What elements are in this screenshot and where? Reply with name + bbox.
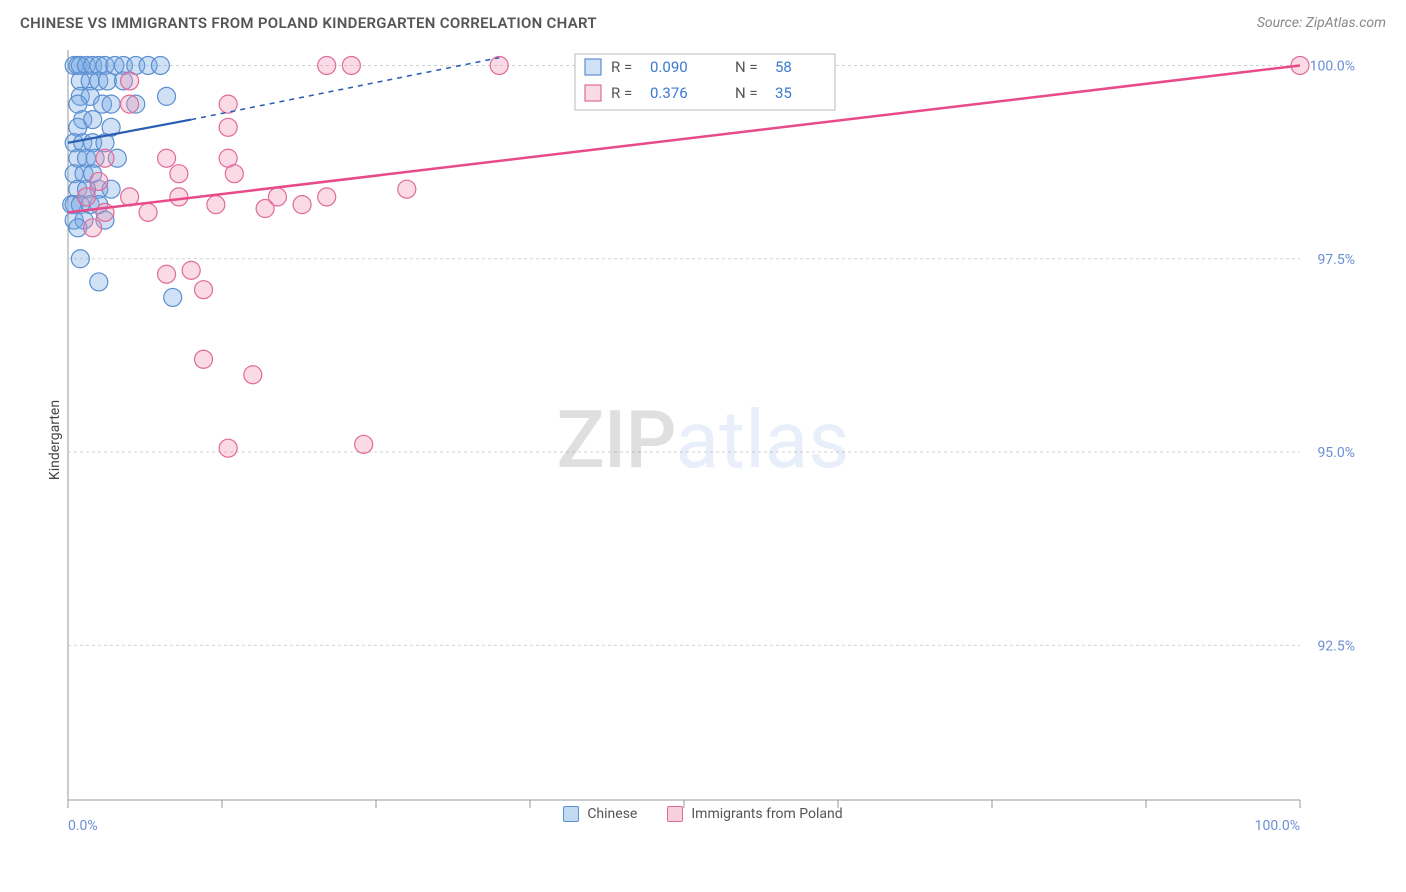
svg-text:92.5%: 92.5% [1317,638,1355,654]
chart-source: Source: ZipAtlas.com [1257,15,1386,31]
svg-text:0.090: 0.090 [650,58,688,76]
svg-text:0.376: 0.376 [650,84,688,102]
legend-swatch-poland [667,806,683,822]
y-axis-label: Kindergarten [47,400,63,480]
legend-label-chinese: Chinese [587,806,637,822]
svg-text:N =: N = [735,58,758,76]
svg-text:35: 35 [775,84,792,102]
chart-area: Kindergarten 92.5%95.0%97.5%100.0%0.0%10… [20,40,1386,840]
legend-swatch-chinese [563,806,579,822]
scatter-chart: 92.5%95.0%97.5%100.0%0.0%100.0%R =0.090N… [20,40,1386,840]
legend-item-poland: Immigrants from Poland [667,806,842,822]
svg-text:100.0%: 100.0% [1310,58,1355,74]
svg-text:97.5%: 97.5% [1317,252,1355,268]
svg-text:N =: N = [735,84,758,102]
svg-text:R =: R = [611,84,632,102]
svg-text:58: 58 [775,58,792,76]
legend-label-poland: Immigrants from Poland [691,806,842,822]
svg-text:95.0%: 95.0% [1317,445,1355,461]
chart-title: CHINESE VS IMMIGRANTS FROM POLAND KINDER… [20,14,597,32]
legend-bottom: Chinese Immigrants from Poland [20,806,1386,822]
legend-item-chinese: Chinese [563,806,637,822]
svg-text:R =: R = [611,58,632,76]
chart-header: CHINESE VS IMMIGRANTS FROM POLAND KINDER… [0,0,1406,40]
